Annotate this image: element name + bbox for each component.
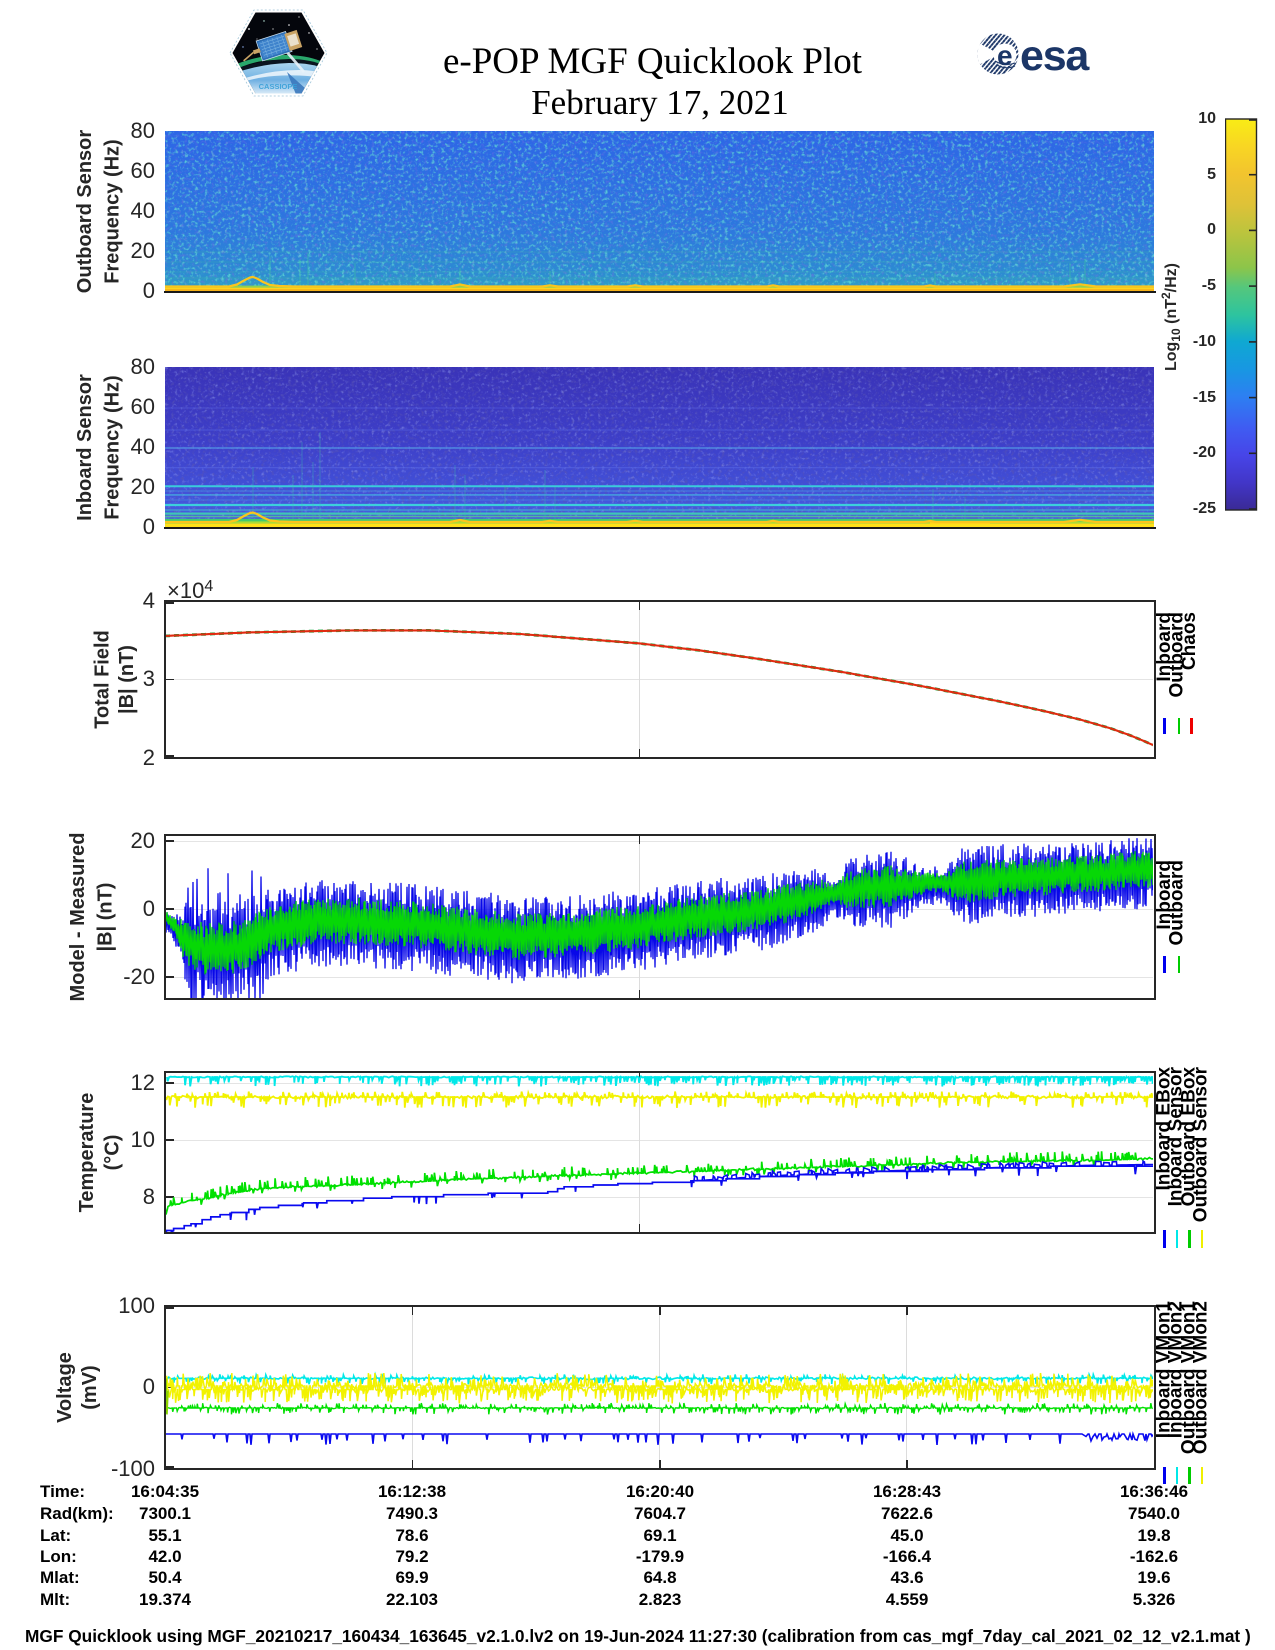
svg-text:Outboard Sensor: Outboard Sensor xyxy=(74,130,96,294)
svg-text:Inboard: Inboard xyxy=(1154,860,1175,930)
svg-text:Outboard VMon1: Outboard VMon1 xyxy=(1178,1301,1199,1454)
svg-text:Model - Measured: Model - Measured xyxy=(67,833,89,1002)
svg-text:Outboard Sensor: Outboard Sensor xyxy=(1191,1066,1212,1222)
svg-text:Temperature: Temperature xyxy=(76,1093,98,1213)
svg-text:Log10 (nT2/Hz): Log10 (nT2/Hz) xyxy=(1159,263,1183,371)
svg-text:esa: esa xyxy=(1020,32,1090,80)
svg-text:Total Field: Total Field xyxy=(92,630,114,729)
svg-text:Outboard VMon2: Outboard VMon2 xyxy=(1191,1301,1212,1454)
svg-text:(°C): (°C) xyxy=(102,1135,124,1171)
svg-text:Frequency (Hz): Frequency (Hz) xyxy=(102,375,124,519)
svg-text:Inboard: Inboard xyxy=(1154,612,1175,682)
svg-text:Inboard VMon2: Inboard VMon2 xyxy=(1166,1301,1187,1438)
svg-text:Inboard EBox: Inboard EBox xyxy=(1154,1067,1175,1191)
svg-text:Voltage: Voltage xyxy=(54,1352,76,1423)
svg-text:(mV): (mV) xyxy=(79,1365,101,1409)
svg-text:Frequency (Hz): Frequency (Hz) xyxy=(102,139,124,283)
svg-text:|B| (nT): |B| (nT) xyxy=(95,883,117,952)
svg-text:Inboard Sensor: Inboard Sensor xyxy=(1166,1066,1187,1206)
svg-text:Inboard Sensor: Inboard Sensor xyxy=(74,374,96,521)
svg-text:Outboard EBox: Outboard EBox xyxy=(1178,1067,1199,1207)
svg-text:Outboard: Outboard xyxy=(1167,860,1188,946)
svg-text:Outboard: Outboard xyxy=(1167,612,1188,698)
svg-text:CASSIOPE: CASSIOPE xyxy=(259,82,298,91)
svg-text:Inboard VMon1: Inboard VMon1 xyxy=(1154,1301,1175,1439)
svg-text:Chaos: Chaos xyxy=(1179,612,1200,670)
svg-text:|B| (nT): |B| (nT) xyxy=(116,645,138,714)
